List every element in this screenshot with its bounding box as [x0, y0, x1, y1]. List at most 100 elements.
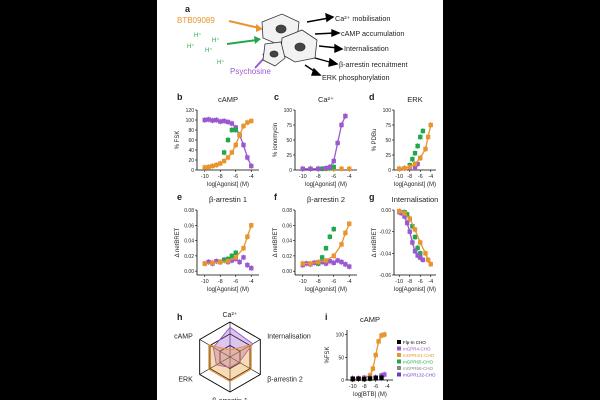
legend-label: mGPR4/1-CHO: [403, 353, 435, 358]
data-point: [420, 128, 426, 134]
data-point: [428, 261, 433, 267]
x-axis-label: log[BTB] (M): [353, 392, 387, 398]
x-tick-label: -6: [418, 174, 423, 180]
data-point: [402, 166, 407, 171]
radar-axis-label: Ca²⁺: [223, 312, 238, 319]
y-tick-label: 50: [385, 138, 391, 144]
ligand-top-label: BTB09089: [177, 16, 215, 25]
y-tick-label: 0.02: [184, 254, 194, 260]
data-point: [249, 265, 254, 271]
data-point: [218, 161, 223, 166]
y-axis-label: % PDBu: [372, 129, 378, 152]
data-point: [241, 255, 246, 260]
data-point: [343, 230, 348, 236]
y-axis-label: Δ netBRET: [273, 227, 279, 257]
data-point: [245, 120, 250, 125]
data-point: [229, 121, 235, 126]
data-point: [221, 158, 227, 164]
data-point: [210, 163, 215, 169]
data-point: [404, 212, 410, 217]
data-point: [412, 248, 418, 254]
y-tick-label: 0.00: [381, 208, 391, 214]
x-tick-label: -10: [299, 174, 307, 180]
x-axis-label: log[Agonist] (M): [305, 287, 347, 293]
proton-labels: H⁺ H⁺ H⁺ H⁺ H⁺: [187, 32, 225, 66]
data-point: [241, 123, 246, 129]
x-axis-label: log[Agonist] (M): [394, 182, 436, 188]
legend-swatch: [397, 359, 401, 364]
data-point: [373, 352, 378, 358]
data-point: [237, 259, 242, 265]
data-point: [308, 166, 313, 171]
y-tick-label: 100: [336, 333, 345, 339]
data-point: [382, 372, 387, 377]
data-point: [402, 214, 407, 219]
x-tick-label: -4: [347, 174, 352, 180]
y-tick-label: 120: [186, 108, 195, 114]
x-tick-label: -4: [249, 279, 254, 285]
data-point: [214, 259, 219, 264]
x-tick-label: -10: [395, 174, 403, 180]
radar-axis-label: cAMP: [174, 334, 193, 341]
legend-label: Flp-In CHO: [403, 340, 426, 345]
data-point: [410, 240, 415, 245]
y-axis-label: Δ netBRET: [372, 227, 378, 257]
y-tick-label: 0.02: [282, 254, 292, 260]
schematic-panel: a BTB09089 Psychosine H⁺ H⁺ H⁺ H⁺ H⁺: [177, 4, 407, 82]
data-point: [233, 255, 238, 260]
data-point: [233, 250, 238, 256]
data-point: [225, 137, 231, 143]
chart-title: cAMP: [218, 95, 238, 104]
x-tick-label: -8: [316, 279, 321, 285]
output-label: ERK phosphorylation: [322, 73, 390, 82]
legend-label: mGPR4-CHO: [403, 347, 431, 352]
data-point: [229, 150, 235, 155]
data-point: [425, 134, 431, 140]
output-label: cAMP accumulation: [341, 29, 404, 38]
x-tick-label: -6: [373, 384, 378, 390]
proton-label: H⁺: [205, 47, 213, 54]
x-tick-label: -6: [331, 174, 336, 180]
chart-panel-b: b cAMP -10 -8 -6 -4 0 20 40 60 80 100 120 log[Agonist…: [175, 92, 259, 188]
data-point: [206, 259, 211, 265]
data-point: [425, 257, 431, 263]
chart-title: β-arrestin 1: [209, 195, 247, 204]
data-point: [423, 146, 428, 152]
chart-title: ERK: [407, 95, 422, 104]
radar-axis-label: Internalisation: [267, 334, 311, 341]
legend-swatch: [397, 353, 401, 357]
x-tick-label: -6: [331, 279, 336, 285]
data-point: [331, 158, 336, 164]
data-point: [412, 227, 418, 232]
data-point: [367, 376, 373, 381]
radar-spoke: [229, 339, 261, 358]
data-point: [218, 119, 223, 124]
data-point: [415, 245, 420, 251]
chart-title: cAMP: [360, 315, 380, 324]
data-point: [237, 132, 242, 138]
data-point: [343, 262, 348, 267]
radar-axis-label: β-arrestin 2: [267, 377, 303, 384]
legend-label: mGPR65-CHO: [403, 360, 434, 365]
data-point: [245, 155, 250, 160]
data-point: [316, 259, 321, 265]
y-tick-label: 75: [286, 123, 292, 129]
legend-swatch: [397, 366, 401, 370]
data-point: [245, 234, 250, 239]
panel-letter: h: [177, 312, 183, 322]
data-point: [331, 164, 336, 170]
chart-title: Ca²⁺: [318, 95, 334, 104]
data-point: [316, 166, 321, 171]
data-point: [210, 118, 215, 123]
data-point: [412, 151, 418, 156]
data-point: [214, 117, 219, 123]
output-label: Internalisation: [344, 44, 389, 53]
data-point: [418, 155, 423, 161]
data-point: [418, 255, 423, 260]
ligand-arrow-orange: [228, 20, 260, 29]
data-point: [206, 164, 211, 170]
panel-letter-a: a: [185, 4, 191, 14]
data-point: [415, 143, 420, 149]
proton-label: H⁺: [212, 37, 220, 44]
data-point: [229, 258, 235, 263]
